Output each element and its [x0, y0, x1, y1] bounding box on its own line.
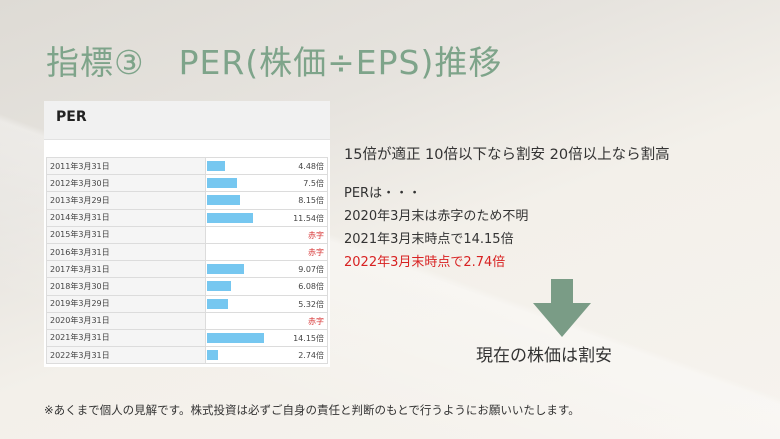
row-date: 2013年3月29日: [46, 191, 206, 210]
per-bar: [207, 264, 244, 275]
row-value-cell: 9.07倍: [205, 260, 328, 279]
per-value-label: 7.5倍: [303, 179, 324, 189]
note-line-2: 2020年3月末は赤字のため不明: [344, 209, 529, 224]
row-date: 2017年3月31日: [46, 260, 206, 279]
row-value-cell: 赤字: [205, 225, 328, 244]
per-value-label: 9.07倍: [298, 265, 324, 275]
per-value-label: 8.15倍: [298, 196, 324, 206]
table-row: 2014年3月31日 11.54倍: [46, 208, 328, 227]
row-date: 2014年3月31日: [46, 208, 206, 227]
table-row: 2013年3月29日 8.15倍: [46, 191, 328, 210]
per-value-label: 11.54倍: [293, 213, 324, 223]
row-date: 2012年3月30日: [46, 174, 206, 193]
table-row: 2011年3月31日 4.48倍: [46, 156, 328, 176]
table-row: 2020年3月31日 赤字: [46, 311, 328, 330]
conclusion-text: 現在の株価は割安: [476, 346, 612, 366]
deficit-label: 赤字: [308, 230, 324, 240]
per-value-label: 5.32倍: [298, 299, 324, 309]
per-bar: [207, 350, 219, 361]
row-value-cell: 6.08倍: [205, 277, 328, 296]
per-bar: [207, 212, 254, 223]
row-date: 2016年3月31日: [46, 242, 206, 262]
per-panel-header: PER: [44, 101, 330, 140]
slide-title: 指標③ PER(株価÷EPS)推移: [46, 43, 503, 82]
table-row: 2012年3月30日 7.5倍: [46, 174, 328, 193]
row-value-cell: 赤字: [205, 242, 328, 262]
row-value-cell: 2.74倍: [205, 346, 328, 365]
per-value-label: 2.74倍: [298, 351, 324, 361]
per-value-label: 14.15倍: [293, 333, 324, 343]
table-row: 2017年3月31日 9.07倍: [46, 260, 328, 279]
per-panel-title: PER: [56, 109, 87, 125]
row-date: 2020年3月31日: [46, 311, 206, 330]
guideline-text: 15倍が適正 10倍以下なら割安 20倍以上なら割高: [344, 147, 670, 163]
per-value-label: 6.08倍: [298, 282, 324, 292]
per-value-label: 4.48倍: [298, 162, 324, 171]
down-arrow-icon: [533, 279, 591, 337]
row-value-cell: 赤字: [205, 311, 328, 330]
row-value-cell: 14.15倍: [205, 328, 328, 348]
table-row: 2016年3月31日 赤字: [46, 242, 328, 262]
row-value-cell: 4.48倍: [205, 156, 328, 176]
row-value-cell: 8.15倍: [205, 191, 328, 210]
note-line-3: 2021年3月末時点で14.15倍: [344, 232, 514, 247]
table-row: 2018年3月30日 6.08倍: [46, 277, 328, 296]
row-date: 2022年3月31日: [46, 346, 206, 365]
per-bar: [207, 161, 226, 171]
note-line-4-highlight: 2022年3月末時点で2.74倍: [344, 255, 506, 270]
table-row: 2022年3月31日 2.74倍: [46, 346, 328, 365]
row-value-cell: 5.32倍: [205, 294, 328, 313]
per-bar: [207, 195, 240, 206]
disclaimer-text: ※あくまで個人の見解です。株式投資は必ずご自身の責任と判断のもとで行うようにお願…: [44, 403, 580, 417]
per-bar: [207, 298, 229, 309]
row-date: 2018年3月30日: [46, 277, 206, 296]
per-table: 2011年3月31日 4.48倍 2012年3月30日 7.5倍 2013年3月29日 8…: [46, 156, 328, 365]
row-date: 2011年3月31日: [46, 156, 206, 176]
row-date: 2019年3月29日: [46, 294, 206, 313]
row-date: 2021年3月31日: [46, 328, 206, 348]
note-line-1: PERは・・・: [344, 186, 422, 201]
per-bar: [207, 332, 264, 343]
table-row: 2021年3月31日 14.15倍: [46, 328, 328, 348]
row-date: 2015年3月31日: [46, 225, 206, 244]
deficit-label: 赤字: [308, 247, 324, 257]
row-value-cell: 7.5倍: [205, 174, 328, 193]
table-row: 2015年3月31日 赤字: [46, 225, 328, 244]
table-row: 2019年3月29日 5.32倍: [46, 294, 328, 313]
per-panel: PER 2011年3月31日 4.48倍 2012年3月30日 7.5倍 2013年3月…: [44, 101, 330, 367]
per-bar: [207, 281, 232, 292]
row-value-cell: 11.54倍: [205, 208, 328, 227]
deficit-label: 赤字: [308, 316, 324, 326]
per-bar: [207, 178, 238, 189]
